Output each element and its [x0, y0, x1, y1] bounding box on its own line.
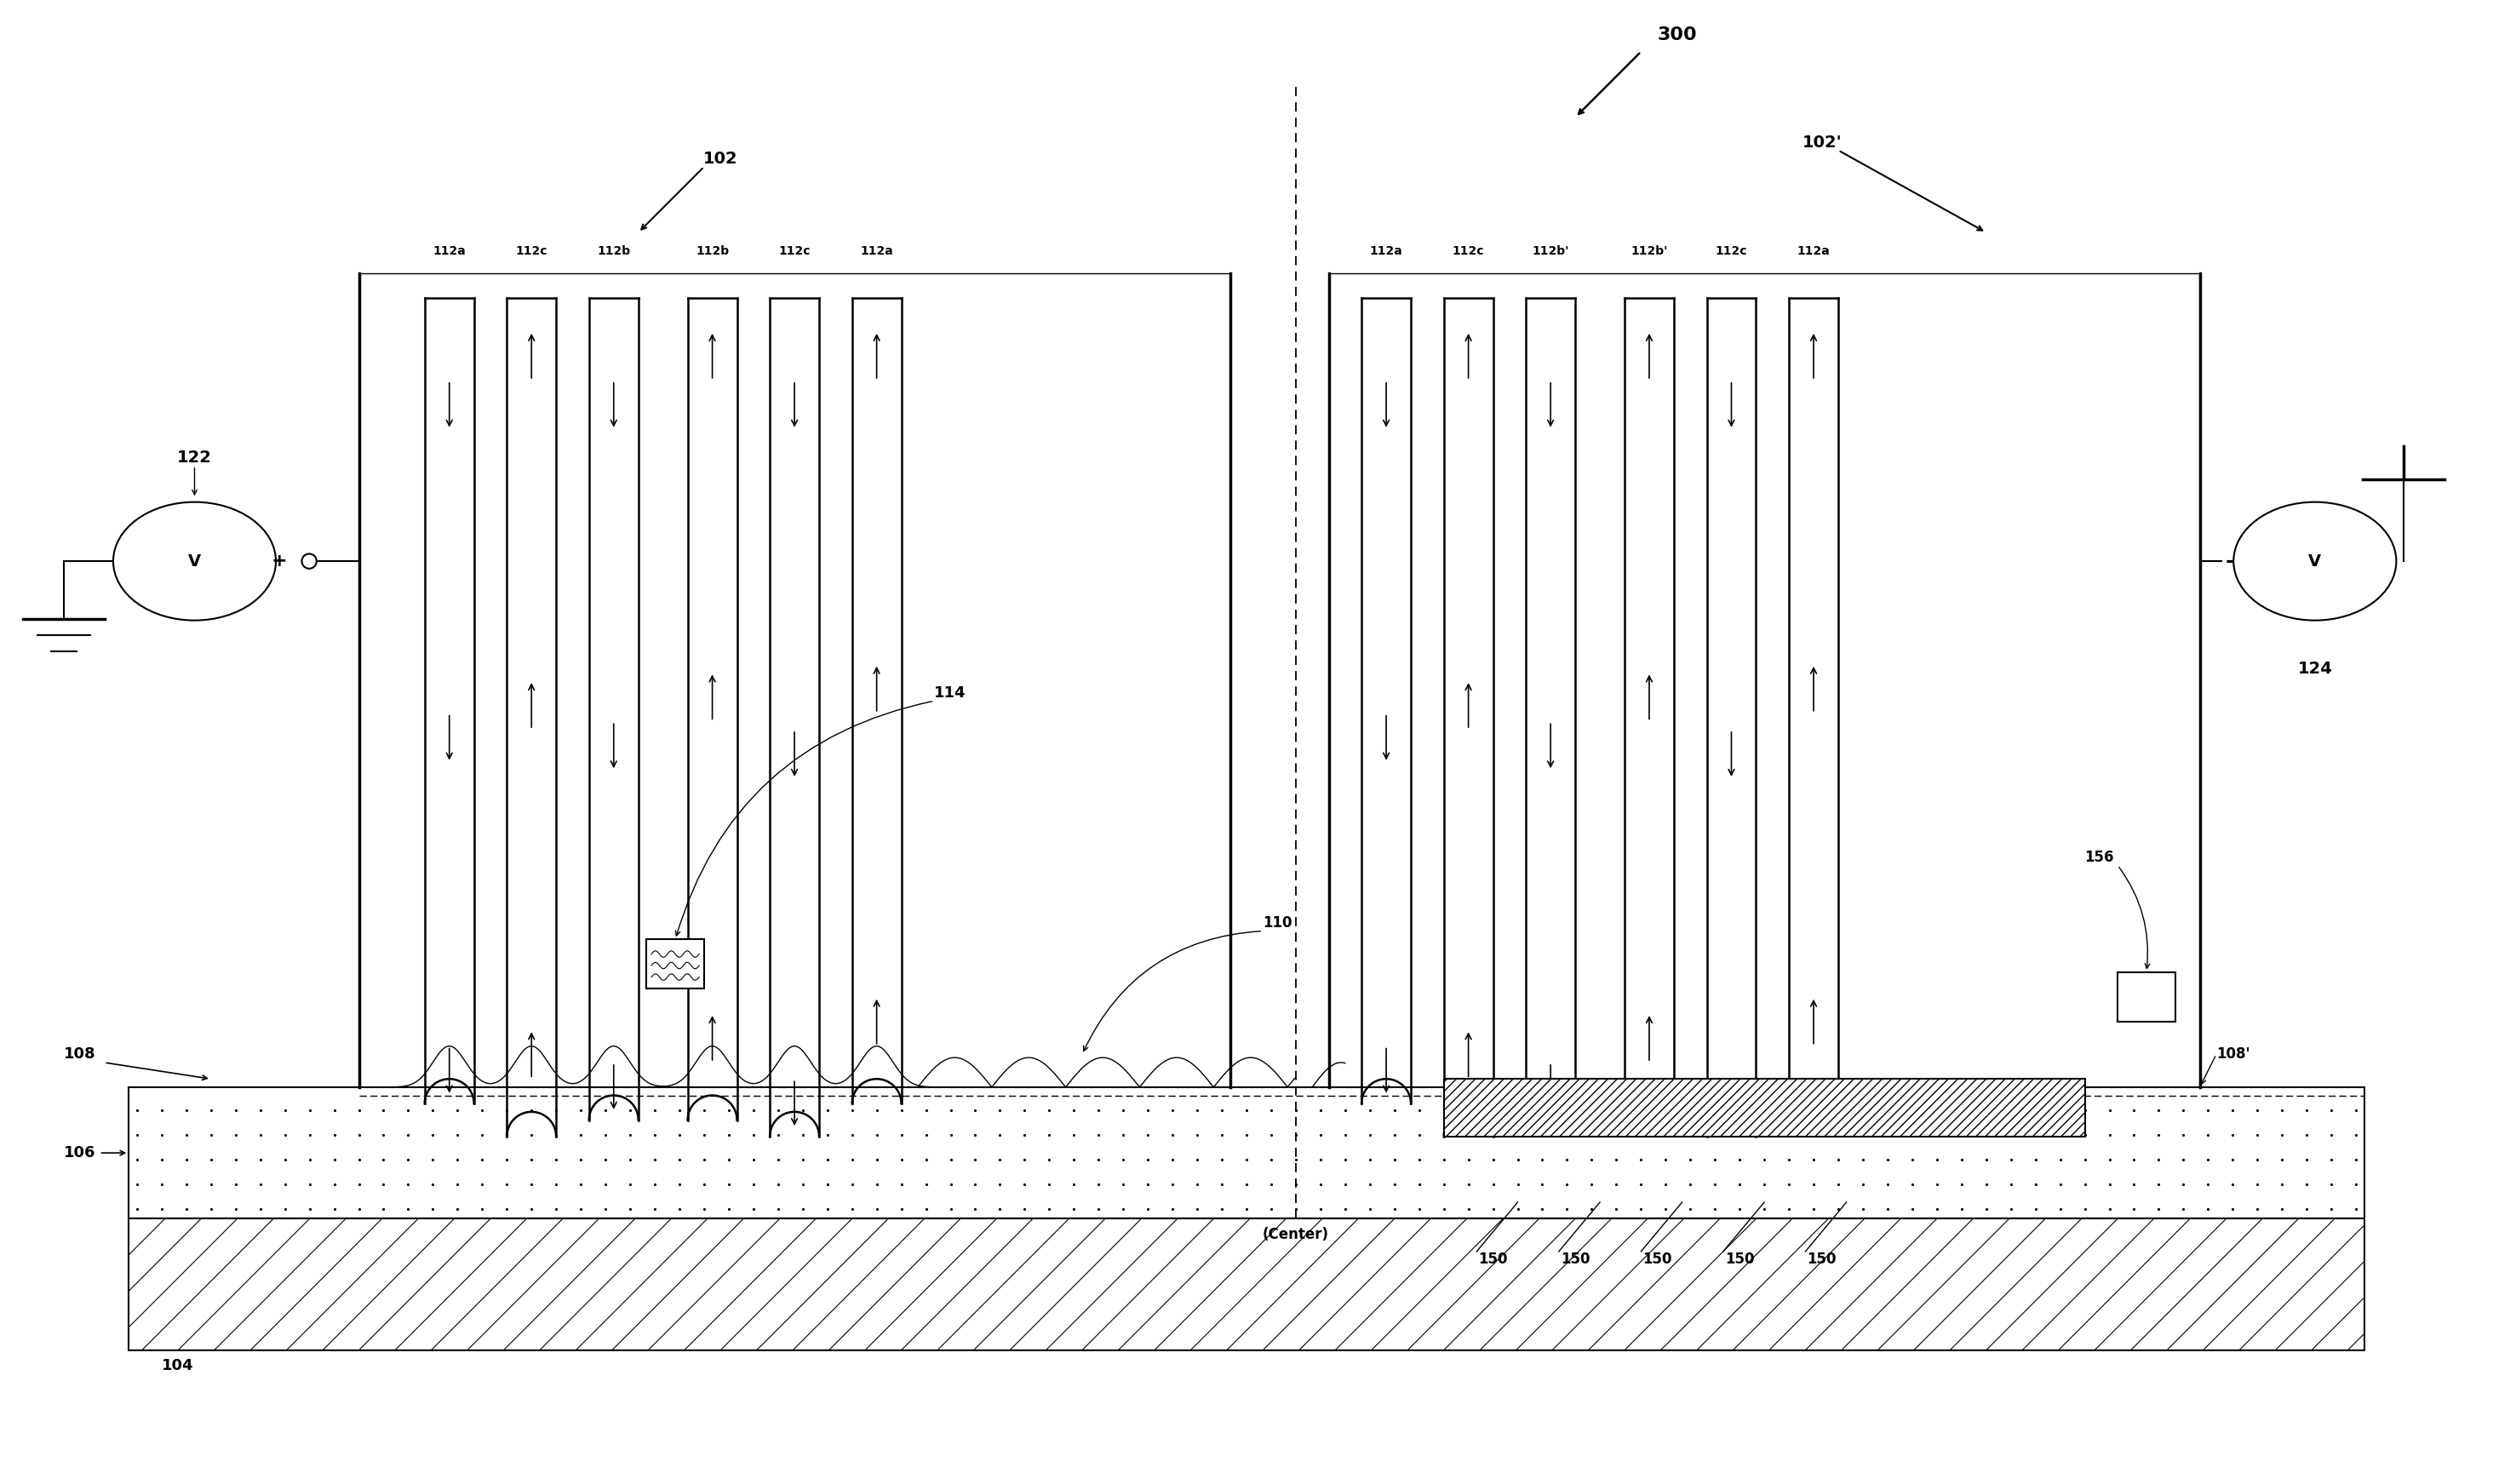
Text: V: V [2309, 554, 2321, 570]
Bar [1443, 1079, 2084, 1137]
Text: 150: 150 [1478, 1251, 1508, 1267]
Bar [2117, 972, 2176, 1021]
Text: 124: 124 [2299, 660, 2333, 677]
Text: 112a: 112a [1369, 245, 1404, 257]
Text: 150: 150 [1725, 1251, 1755, 1267]
Bar [130, 1218, 2363, 1350]
Bar [130, 1088, 2363, 1218]
Text: 150: 150 [1643, 1251, 1673, 1267]
Text: 112b': 112b' [1533, 245, 1568, 257]
Text: 156: 156 [2084, 849, 2114, 865]
Text: 112a: 112a [1797, 245, 1830, 257]
Text: 112b: 112b [596, 245, 631, 257]
Bar [646, 939, 703, 988]
Text: 112c: 112c [1453, 245, 1483, 257]
Text: 102': 102' [1802, 134, 1842, 150]
Text: 106: 106 [65, 1146, 95, 1160]
Text: 104: 104 [162, 1358, 194, 1374]
Text: 300: 300 [1658, 27, 1698, 43]
Text: 112c: 112c [778, 245, 810, 257]
Text: (Center): (Center) [1261, 1227, 1329, 1242]
Text: V: V [187, 554, 202, 570]
Text: 102: 102 [703, 150, 738, 166]
Text: 112b: 112b [696, 245, 728, 257]
Text: 112c: 112c [516, 245, 548, 257]
Text: 108: 108 [65, 1046, 95, 1063]
Text: -: - [2226, 551, 2234, 571]
Text: 112a: 112a [860, 245, 892, 257]
Text: 150: 150 [1807, 1251, 1837, 1267]
Text: 112a: 112a [434, 245, 466, 257]
Text: 110: 110 [1264, 916, 1291, 930]
Text: 150: 150 [1561, 1251, 1591, 1267]
Text: 112c: 112c [1715, 245, 1748, 257]
Text: +: + [272, 552, 287, 570]
Text: 122: 122 [177, 450, 212, 466]
Text: 108': 108' [2216, 1046, 2251, 1063]
Text: 112b': 112b' [1630, 245, 1668, 257]
Text: 114: 114 [935, 686, 967, 700]
